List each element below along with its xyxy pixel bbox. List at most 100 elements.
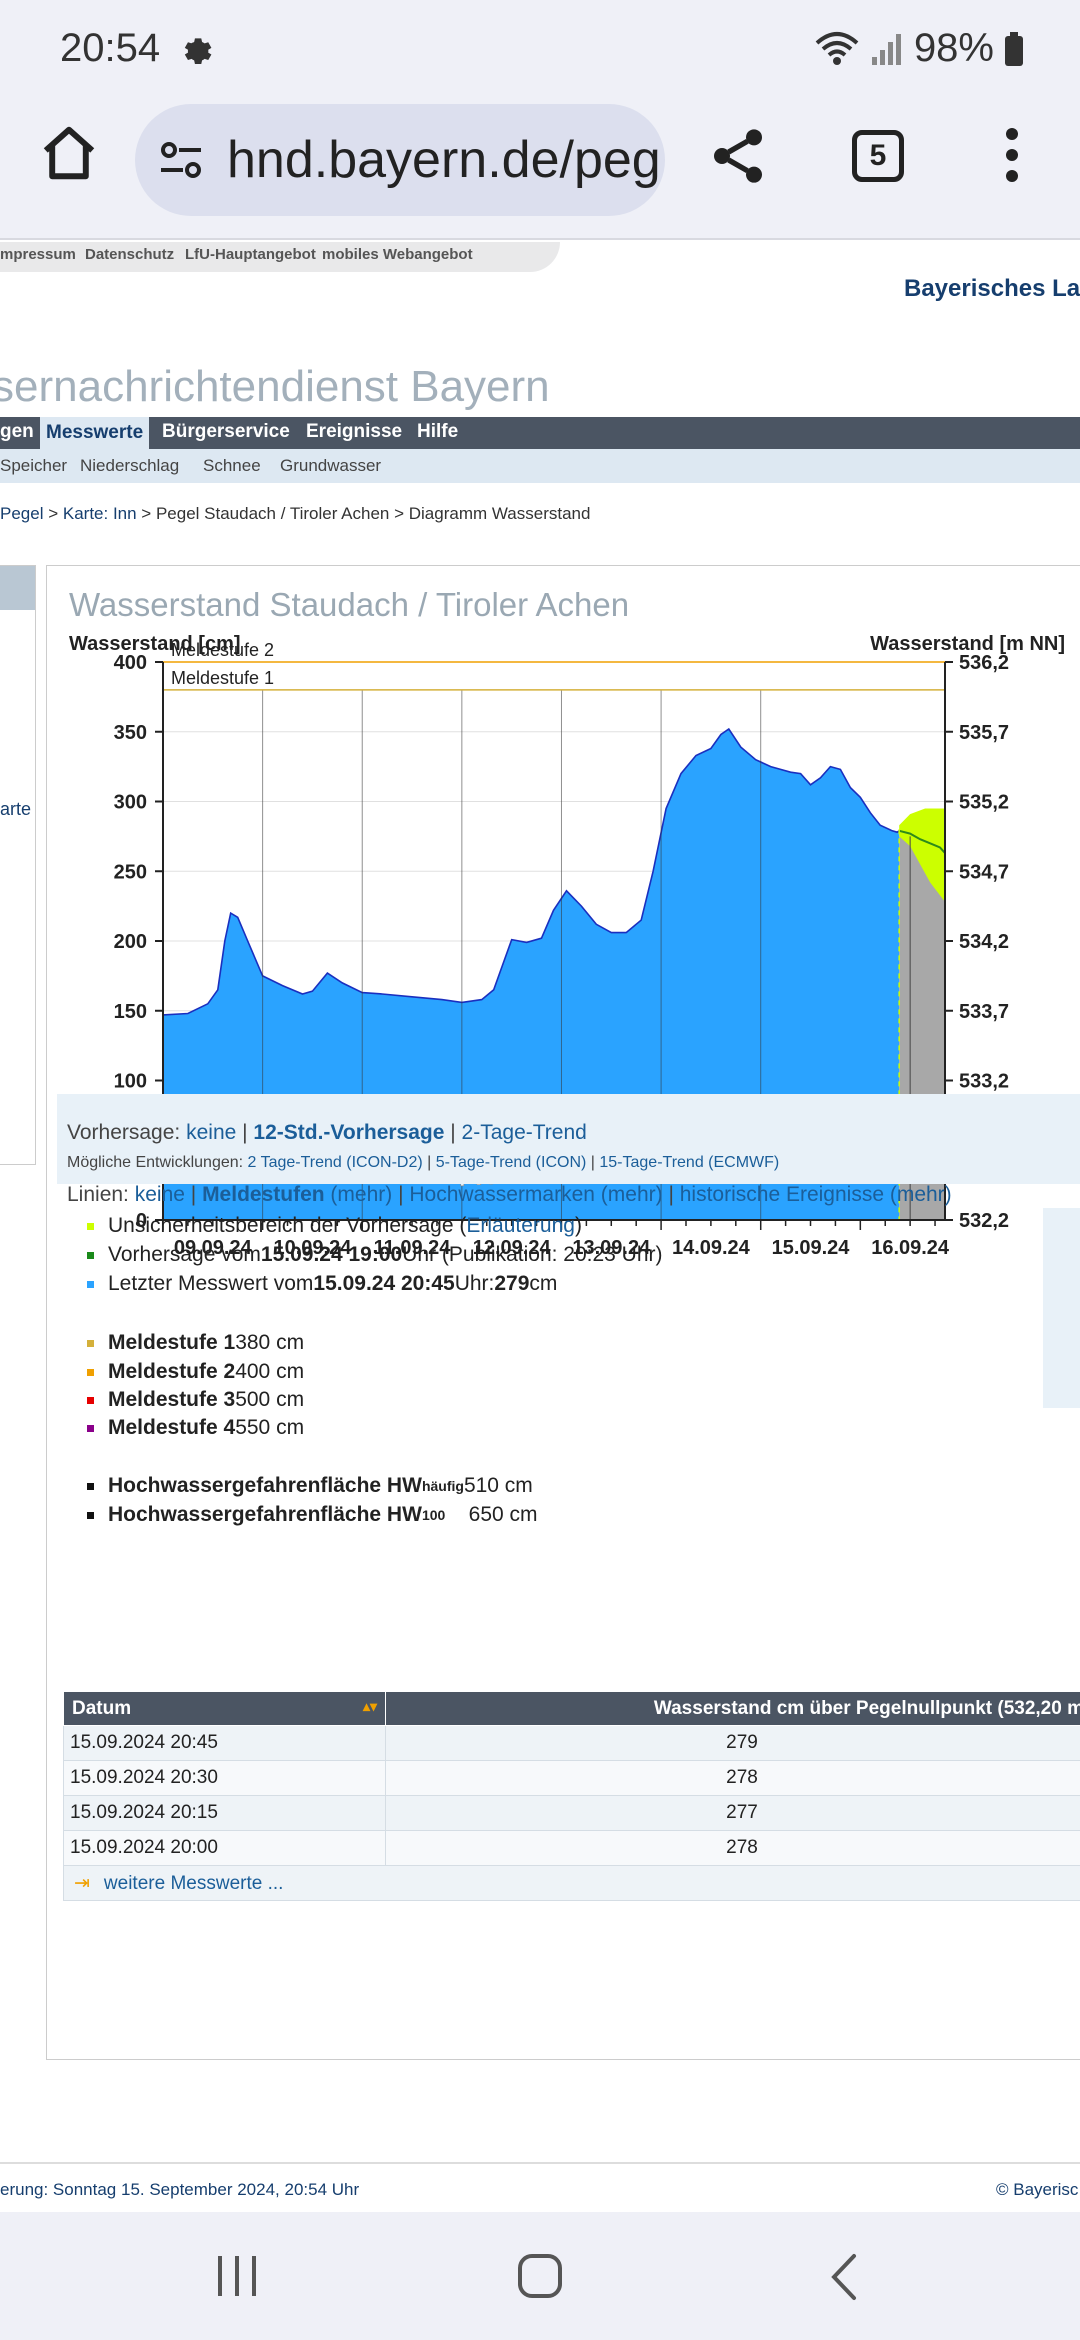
legend-text: Uhr (Publikation: 20:23 Uhr) (402, 1243, 663, 1266)
home-nav-icon[interactable] (516, 2252, 564, 2300)
lines-historische-link[interactable]: historische Ereignisse (mehr) (679, 1183, 952, 1206)
content-panel: Wasserstand Staudach / Tiroler Achen Mel… (46, 565, 1080, 2060)
sort-icon[interactable]: ▴▾ (362, 1697, 377, 1714)
legend-text: cm (529, 1272, 558, 1295)
link-datenschutz[interactable]: Datenschutz (85, 246, 175, 263)
legend-swatch (87, 1339, 94, 1347)
legend-hw-haeufig: Hochwassergefahrenfläche HW häufig 510 cm (87, 1474, 533, 1498)
last-measurement-value: 279 (494, 1272, 530, 1295)
forecast-2day-link[interactable]: 2-Tage-Trend (461, 1121, 587, 1144)
nav-item-hilfe[interactable]: Hilfe (417, 421, 459, 442)
lines-none-link[interactable]: keine (134, 1183, 185, 1206)
legend-swatch (87, 1251, 94, 1259)
link-impressum[interactable]: mpressum (0, 246, 76, 263)
legend-label: Hochwassergefahrenfläche HW (108, 1503, 422, 1526)
subnav-schnee[interactable]: Schnee (203, 456, 261, 475)
tab-switcher-button[interactable]: 5 (852, 130, 904, 182)
column-header-wasserstand: Wasserstand cm über Pegelnullpunkt (532,… (385, 1691, 1080, 1726)
breadcrumb-karte[interactable]: Karte: Inn (62, 504, 137, 523)
legend-value: 650 cm (445, 1503, 538, 1526)
cell-value: 278 (385, 1830, 1080, 1866)
legend-swatch (87, 1424, 94, 1432)
nav-item-messwerte[interactable]: Messwerte (40, 417, 150, 449)
y-tick-label: 350 (114, 722, 147, 744)
y2-tick-label: 534,2 (959, 931, 1009, 953)
footer-copyright: © Bayerisc (996, 2180, 1079, 2199)
x-tick-label: 14.09.24 (672, 1237, 751, 1259)
legend-swatch (87, 1368, 94, 1376)
breadcrumb-pegel[interactable]: Pegel (0, 504, 44, 523)
table-row: 15.09.2024 20:45 279 (63, 1725, 1080, 1761)
lines-meldestufen-more-link[interactable]: (mehr) (330, 1183, 393, 1206)
legend-label: Meldestufe 4 (108, 1416, 236, 1439)
separator: | (184, 1183, 203, 1206)
cell-date: 15.09.2024 20:15 (63, 1795, 386, 1831)
legend-swatch (87, 1280, 94, 1288)
back-icon[interactable] (826, 2252, 862, 2302)
forecast-row: Vorhersage: keine | 12-Std.-Vorhersage |… (67, 1121, 587, 1145)
subnav-speicher[interactable]: Speicher (0, 456, 68, 475)
cell-date: 15.09.2024 20:00 (63, 1830, 386, 1866)
main-nav: gen Messwerte Bürgerservice Ereignisse H… (0, 417, 1080, 449)
nav-item-1[interactable]: gen (0, 421, 34, 442)
y-tick-label: 200 (114, 931, 147, 953)
brand-name[interactable]: Bayerisches Lar (904, 275, 1080, 302)
nav-item-buergerservice[interactable]: Bürgerservice (162, 421, 290, 442)
lines-hochwassermarken-link[interactable]: Hochwassermarken (mehr) (409, 1183, 663, 1206)
cell-value: 278 (385, 1760, 1080, 1796)
link-mobiles-webangebot[interactable]: mobiles Webangebot (322, 246, 473, 263)
legend-value: 400 cm (235, 1360, 305, 1383)
x-tick-label: 13.09.24 (572, 1237, 651, 1259)
legend-label: Meldestufe 2 (108, 1360, 236, 1383)
trend-ecmwf-link[interactable]: 15-Tage-Trend (ECMWF) (599, 1154, 780, 1171)
separator: | (662, 1183, 680, 1206)
more-menu-icon[interactable] (994, 122, 1030, 188)
cell-date: 15.09.2024 20:45 (63, 1725, 386, 1761)
legend-value: 510 cm (463, 1474, 533, 1497)
threshold-label: Meldestufe 1 (171, 668, 274, 688)
legend-subscript: häufig (421, 1478, 464, 1494)
explanation-link[interactable]: Erläuterung (466, 1214, 575, 1237)
page-footer: erung: Sonntag 15. September 2024, 20:54… (0, 2162, 1080, 2212)
x-tick-label: 09.09.24 (174, 1237, 253, 1259)
share-icon[interactable] (706, 124, 770, 188)
legend-swatch (87, 1222, 94, 1230)
separator: | (422, 1154, 436, 1171)
left-panel-link[interactable]: arte (0, 799, 32, 819)
wifi-icon (815, 31, 859, 65)
more-values-icon: ⇥ (74, 1872, 90, 1894)
uncertainty-band (899, 808, 945, 902)
legend-label: Meldestufe 1 (108, 1331, 236, 1354)
more-values-link[interactable]: weitere Messwerte ... (103, 1872, 284, 1894)
trend-icon-link[interactable]: 5-Tage-Trend (ICON) (435, 1154, 587, 1171)
nav-item-ereignisse[interactable]: Ereignisse (306, 421, 403, 442)
forecast-12h-link[interactable]: 12-Std.-Vorhersage (253, 1121, 445, 1144)
trend-icon-d2-link[interactable]: 2 Tage-Trend (ICON-D2) (247, 1154, 423, 1171)
site-settings-icon[interactable] (157, 136, 205, 184)
forecast-line (898, 829, 946, 854)
y2-tick-label: 533,7 (959, 1001, 1009, 1023)
url-bar[interactable]: hnd.bayern.de/peg (135, 104, 665, 216)
column-header-datum[interactable]: Datum ▴▾ (63, 1691, 386, 1726)
lines-meldestufen-link[interactable]: Meldestufen (202, 1183, 325, 1206)
forecast-none-link[interactable]: keine (186, 1121, 237, 1144)
forecast-time: 15.09.24 19:00 (260, 1243, 403, 1266)
url-text[interactable]: hnd.bayern.de/peg (227, 131, 661, 189)
lines-label: Linien: (67, 1183, 129, 1206)
legend-meldestufe-3: Meldestufe 3 500 cm (87, 1388, 304, 1412)
side-info-box: Z v b H G (1043, 1208, 1080, 1408)
subnav-niederschlag[interactable]: Niederschlag (80, 456, 180, 475)
separator: | (586, 1154, 600, 1171)
legend-text: ) (574, 1214, 582, 1237)
link-lfu-hauptangebot[interactable]: LfU-Hauptangebot (185, 246, 316, 263)
x-tick-label: 12.09.24 (473, 1237, 552, 1259)
recent-apps-icon[interactable] (212, 2254, 262, 2298)
more-values-row[interactable]: ⇥ weitere Messwerte ... (63, 1865, 1080, 1901)
top-links: mpressum Datenschutz LfU-Hauptangebot mo… (0, 242, 560, 272)
home-icon[interactable] (38, 122, 100, 184)
web-page: mpressum Datenschutz LfU-Hauptangebot mo… (0, 242, 1080, 2212)
measured-line (162, 727, 900, 1016)
separator: | (236, 1121, 254, 1144)
legend-swatch (87, 1511, 94, 1519)
subnav-grundwasser[interactable]: Grundwasser (280, 456, 382, 475)
